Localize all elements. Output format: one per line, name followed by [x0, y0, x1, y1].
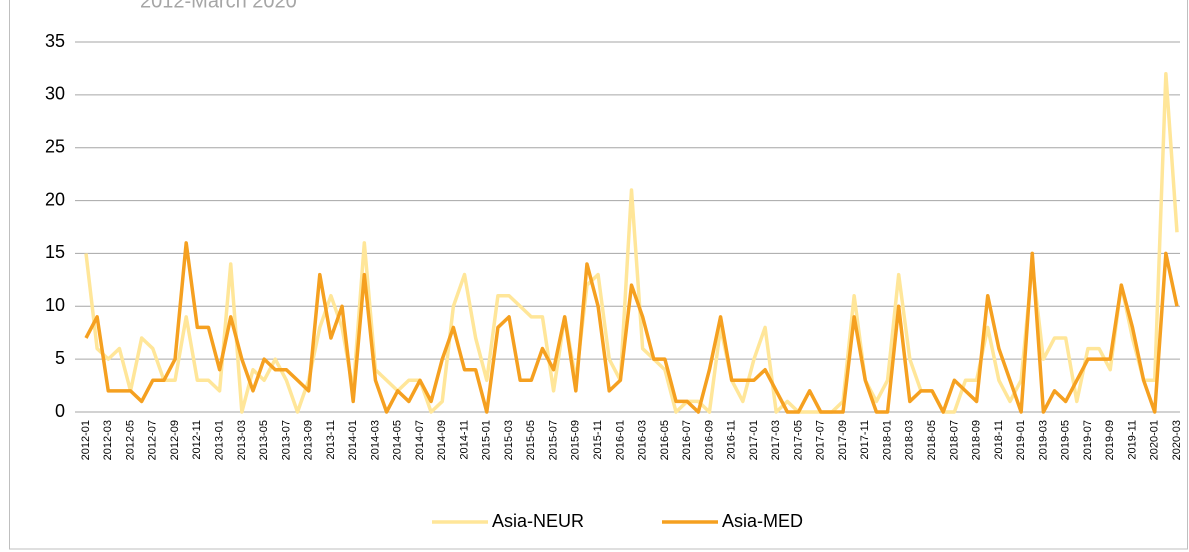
x-tick-label: 2016-07	[681, 420, 693, 460]
x-tick-label: 2015-03	[503, 420, 515, 460]
x-tick-label: 2012-05	[124, 420, 136, 460]
x-tick-label: 2013-01	[213, 420, 225, 460]
x-tick-label: 2018-05	[926, 420, 938, 460]
x-tick-label: 2019-07	[1082, 420, 1094, 460]
x-tick-label: 2013-03	[236, 420, 248, 460]
x-tick-label: 2018-07	[948, 420, 960, 460]
x-tick-label: 2017-03	[770, 420, 782, 460]
x-tick-label: 2017-05	[792, 420, 804, 460]
x-tick-label: 2012-03	[102, 420, 114, 460]
y-tick-label: 25	[45, 136, 65, 156]
x-tick-label: 2018-01	[881, 420, 893, 460]
x-tick-label: 2015-07	[547, 420, 559, 460]
x-tick-label: 2015-01	[481, 420, 493, 460]
x-tick-label: 2012-07	[147, 420, 159, 460]
x-tick-label: 2014-09	[436, 420, 448, 460]
x-tick-label: 2016-11	[726, 420, 738, 460]
x-tick-label: 2019-03	[1037, 420, 1049, 460]
x-tick-label: 2018-03	[904, 420, 916, 460]
line-series	[84, 241, 1179, 414]
y-tick-label: 20	[45, 189, 65, 209]
x-tick-label: 2014-07	[414, 420, 426, 460]
x-tick-label: 2017-07	[815, 420, 827, 460]
x-tick-label: 2015-11	[592, 420, 604, 460]
x-tick-label: 2016-03	[637, 420, 649, 460]
legend-label: Asia-NEUR	[492, 511, 584, 531]
x-tick-label: 2013-11	[325, 420, 337, 460]
legend-label: Asia-MED	[722, 511, 803, 531]
x-tick-label: 2017-01	[748, 420, 760, 460]
x-tick-label: 2012-11	[191, 420, 203, 460]
x-tick-label: 2017-09	[837, 420, 849, 460]
x-tick-label: 2019-01	[1015, 420, 1027, 460]
x-tick-label: 2017-11	[859, 420, 871, 460]
x-tick-label: 2020-01	[1149, 420, 1161, 460]
x-tick-label: 2016-01	[614, 420, 626, 460]
x-tick-label: 2020-03	[1171, 420, 1183, 460]
x-tick-label: 2019-09	[1104, 420, 1116, 460]
y-tick-label: 5	[55, 348, 65, 368]
x-tick-label: 2013-07	[280, 420, 292, 460]
x-tick-label: 2012-09	[169, 420, 181, 460]
line-series	[84, 71, 1179, 414]
y-tick-label: 0	[55, 401, 65, 421]
x-tick-label: 2016-09	[703, 420, 715, 460]
x-tick-label: 2018-11	[993, 420, 1005, 460]
y-tick-label: 30	[45, 84, 65, 104]
x-tick-label: 2015-05	[525, 420, 537, 460]
x-tick-label: 2014-03	[369, 420, 381, 460]
x-tick-label: 2016-05	[659, 420, 671, 460]
x-tick-label: 2014-11	[458, 420, 470, 460]
x-tick-label: 2014-05	[392, 420, 404, 460]
y-tick-label: 15	[45, 242, 65, 262]
x-tick-label: 2014-01	[347, 420, 359, 460]
x-tick-label: 2012-01	[80, 420, 92, 460]
x-tick-label: 2018-09	[971, 420, 983, 460]
y-tick-label: 35	[45, 31, 65, 51]
x-tick-label: 2013-09	[303, 420, 315, 460]
x-tick-label: 2015-09	[570, 420, 582, 460]
x-tick-label: 2019-11	[1126, 420, 1138, 460]
x-tick-label: 2013-05	[258, 420, 270, 460]
x-tick-label: 2019-05	[1060, 420, 1072, 460]
chart-title: 2012-March 2020	[140, 0, 297, 12]
y-tick-label: 10	[45, 295, 65, 315]
